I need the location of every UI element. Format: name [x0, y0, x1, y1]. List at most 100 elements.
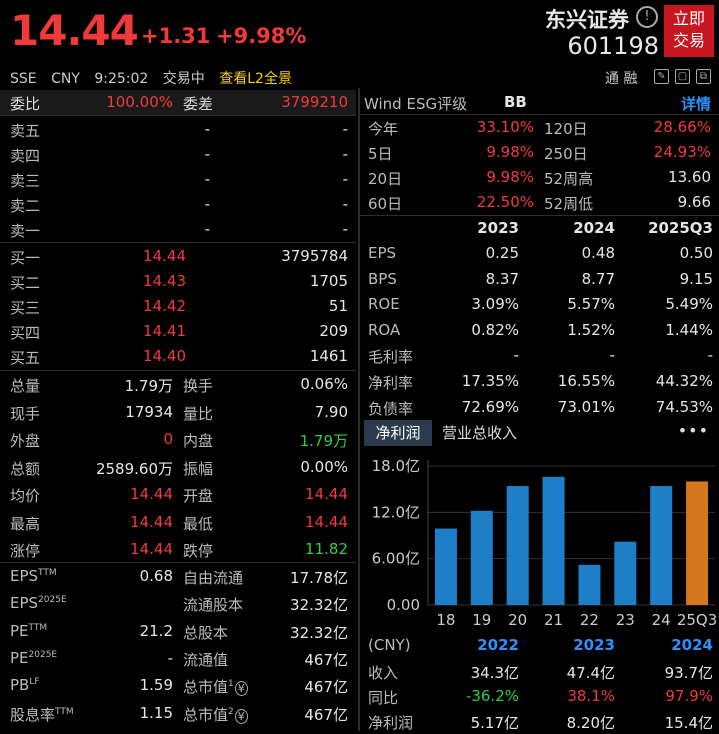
- financial-value-2025q3: 74.53%: [655, 397, 713, 416]
- valuation-label: 股息率TTM: [10, 704, 74, 725]
- valuation-label-sup: 2025E: [38, 595, 67, 606]
- quote-label-2: 内盘: [183, 432, 214, 450]
- valuation-value-2: 467亿: [304, 678, 348, 697]
- financial-label: ROA: [368, 320, 401, 339]
- bid-label: 买五: [10, 349, 41, 367]
- summary-year-2024: 2024: [671, 636, 713, 654]
- return-value-2: 9.66: [677, 193, 711, 211]
- esg-row: Wind ESG评级 BB 详情: [364, 90, 719, 115]
- bid-row[interactable]: 买五 14.40 1461: [0, 344, 356, 369]
- tab-net-profit[interactable]: 净利润: [364, 420, 432, 446]
- l2-panorama-link[interactable]: 查看L2全景: [219, 71, 292, 87]
- ask-volume: -: [342, 145, 348, 163]
- valuation-label-2-text: 流通股本: [183, 596, 244, 615]
- bar[interactable]: [578, 564, 601, 605]
- return-label-2: 52周高: [544, 170, 594, 188]
- ask-row[interactable]: 卖二 - -: [0, 192, 356, 217]
- trade-now-button[interactable]: 立即 交易: [664, 5, 714, 57]
- summary-value-2023: 47.4亿: [566, 664, 615, 682]
- net-profit-chart: 0.00 6.00亿 12.0亿 18.0亿 18 19 20 21 22 23 24 25Q3: [372, 457, 718, 629]
- return-label: 5日: [368, 145, 393, 163]
- valuation-row: PBLF 1.59 总市值1 ¥467亿: [0, 673, 356, 698]
- summary-value-2022: 34.3亿: [470, 664, 519, 682]
- bar[interactable]: [542, 476, 565, 605]
- valuation-label-2: 总市值2 ¥: [183, 704, 248, 725]
- return-value: 9.98%: [486, 143, 534, 161]
- summary-value-2024: 97.9%: [665, 687, 713, 705]
- bid-row[interactable]: 买一 14.44 3795784: [0, 244, 356, 269]
- bar[interactable]: [434, 528, 457, 605]
- bid-row[interactable]: 买三 14.42 51: [0, 294, 356, 319]
- copy-icon[interactable]: ⧉: [696, 69, 711, 84]
- valuation-value: 21.2: [139, 621, 173, 640]
- wei-bi-value: 100.00%: [106, 93, 173, 111]
- quote-row: 最高 14.44 最低 14.44: [0, 510, 356, 535]
- ask-row[interactable]: 卖三 - -: [0, 167, 356, 192]
- return-label: 今年: [368, 120, 399, 138]
- financial-row: ROE 3.09% 5.57% 5.49%: [364, 292, 719, 317]
- financial-value-2025q3: -: [707, 346, 713, 365]
- bid-volume: 51: [328, 297, 348, 315]
- window-icon[interactable]: ▢: [675, 69, 690, 84]
- quote-label-2: 振幅: [183, 459, 214, 478]
- return-label-2: 250日: [544, 145, 588, 163]
- ask-label: 卖四: [10, 147, 41, 165]
- summary-value-2023: 8.20亿: [566, 714, 615, 732]
- info-icon[interactable]: !: [636, 6, 658, 28]
- bid-row[interactable]: 买二 14.43 1705: [0, 269, 356, 294]
- order-book-panel: 委比 100.00% 委差 3799210 卖五 - - 卖四 - - 卖三 - - 卖二 - - 卖一…: [0, 90, 356, 731]
- wei-bi-label: 委比: [10, 95, 41, 113]
- financial-value-2023: 72.69%: [461, 397, 519, 416]
- financial-value-2025q3: 1.44%: [665, 320, 713, 339]
- bar[interactable]: [686, 481, 709, 605]
- valuation-row: PETTM 21.2 总股本 32.32亿: [0, 619, 356, 644]
- quote-row: 均价 14.44 开盘 14.44: [0, 482, 356, 507]
- financial-row: 净利率 17.35% 16.55% 44.32%: [364, 369, 719, 394]
- return-label-2: 52周低: [544, 195, 594, 213]
- quote-value: 14.44: [130, 485, 173, 503]
- ask-volume: -: [342, 220, 348, 238]
- bid-row[interactable]: 买四 14.41 209: [0, 319, 356, 344]
- ask-row[interactable]: 卖四 - -: [0, 142, 356, 167]
- more-options-icon[interactable]: •••: [677, 421, 709, 440]
- summary-row: 净利润 5.17亿 8.20亿 15.4亿: [364, 709, 719, 734]
- ask-volume: -: [342, 170, 348, 188]
- valuation-label-sup: LF: [29, 677, 40, 688]
- financial-label: EPS: [368, 244, 397, 262]
- financial-value-2023: 0.25: [485, 244, 519, 262]
- edit-icon[interactable]: ✎: [654, 69, 669, 84]
- bar[interactable]: [470, 510, 493, 605]
- ask-label: 卖一: [10, 222, 41, 240]
- financial-value-2024: 73.01%: [557, 397, 615, 416]
- x-tick-label: 21: [544, 611, 563, 629]
- financial-value-2023: 0.82%: [471, 320, 519, 339]
- valuation-value: -: [167, 648, 173, 667]
- bar[interactable]: [614, 541, 637, 605]
- valuation-label: PBLF: [10, 676, 40, 694]
- valuation-label-2: 流通值: [183, 649, 228, 670]
- ask-row[interactable]: 卖一 - -: [0, 217, 356, 242]
- esg-detail-link[interactable]: 详情: [680, 95, 711, 113]
- quote-label-2: 量比: [183, 404, 214, 423]
- financial-label: 毛利率: [368, 348, 414, 367]
- valuation-label-2-text: 总市值: [183, 678, 229, 697]
- x-tick-label: 25Q3: [677, 611, 717, 629]
- bar[interactable]: [650, 486, 673, 605]
- y-tick-label: 0.00: [387, 596, 420, 614]
- bar[interactable]: [506, 486, 529, 605]
- valuation-row: 股息率TTM 1.15 总市值2 ¥467亿: [0, 701, 356, 726]
- financial-value-2024: 1.52%: [567, 320, 615, 339]
- ask-label: 卖三: [10, 172, 41, 190]
- quote-label: 现手: [10, 404, 41, 423]
- wei-cha-value: 3799210: [281, 93, 348, 111]
- last-price: 14.44: [10, 6, 139, 55]
- tab-revenue[interactable]: 营业总收入: [442, 424, 518, 442]
- ask-row[interactable]: 卖五 - -: [0, 117, 356, 142]
- valuation-label-2-text: 总市值: [183, 705, 229, 724]
- quote-value: 0: [163, 430, 173, 448]
- bid-label: 买二: [10, 274, 41, 292]
- status-bar: SSE CNY 9:25:02 交易中 查看L2全景: [10, 68, 302, 88]
- currency-circle-icon: ¥: [234, 681, 248, 697]
- quote-value-2: 11.82: [305, 540, 348, 558]
- quote-label-2: 跌停: [183, 542, 214, 560]
